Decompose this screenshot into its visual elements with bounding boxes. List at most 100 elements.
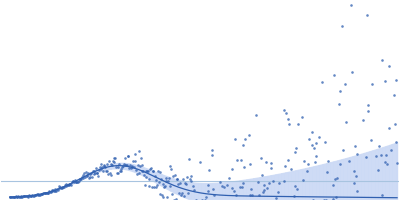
Point — [308, 144, 315, 147]
Point — [75, 180, 81, 183]
Point — [54, 188, 60, 191]
Point — [342, 83, 348, 86]
Point — [20, 195, 27, 198]
Point — [237, 186, 244, 189]
Point — [379, 193, 386, 196]
Point — [378, 59, 385, 62]
Point — [263, 160, 269, 163]
Point — [16, 195, 22, 198]
Point — [43, 191, 49, 194]
Point — [17, 195, 24, 198]
Point — [364, 13, 370, 16]
Point — [294, 122, 301, 125]
Point — [316, 135, 322, 139]
Point — [294, 187, 300, 190]
Point — [311, 146, 317, 149]
Point — [33, 194, 39, 197]
Point — [132, 159, 139, 162]
Point — [232, 138, 238, 141]
Point — [23, 195, 29, 198]
Point — [72, 181, 79, 184]
Point — [211, 194, 217, 197]
Point — [219, 184, 226, 188]
Point — [71, 180, 77, 183]
Point — [90, 172, 97, 175]
Point — [120, 163, 127, 166]
Point — [239, 144, 246, 147]
Point — [128, 164, 135, 168]
Point — [234, 159, 240, 162]
Point — [92, 171, 98, 174]
Point — [114, 171, 120, 174]
Point — [27, 194, 33, 198]
Point — [117, 170, 123, 173]
Point — [392, 122, 398, 125]
Point — [112, 156, 118, 159]
Point — [116, 162, 122, 165]
Point — [288, 167, 294, 170]
Point — [298, 116, 305, 119]
Point — [100, 164, 107, 167]
Point — [255, 180, 261, 184]
Point — [186, 157, 192, 160]
Point — [206, 169, 212, 172]
Point — [125, 154, 132, 157]
Point — [61, 185, 67, 188]
Point — [104, 170, 110, 173]
Point — [374, 169, 381, 172]
Point — [151, 185, 157, 188]
Point — [330, 183, 337, 187]
Point — [392, 78, 399, 81]
Point — [50, 188, 56, 192]
Point — [58, 186, 64, 189]
Point — [330, 197, 336, 200]
Point — [229, 167, 236, 170]
Point — [34, 193, 41, 196]
Point — [157, 170, 164, 173]
Point — [177, 181, 184, 184]
Point — [22, 195, 28, 198]
Point — [32, 193, 38, 197]
Point — [199, 199, 206, 200]
Point — [231, 190, 237, 193]
Point — [173, 177, 180, 180]
Point — [38, 193, 45, 196]
Point — [164, 196, 170, 199]
Point — [291, 194, 297, 197]
Point — [240, 182, 246, 185]
Point — [146, 177, 153, 181]
Point — [139, 169, 146, 172]
Point — [126, 166, 132, 170]
Point — [276, 182, 282, 185]
Point — [88, 172, 94, 175]
Point — [86, 177, 92, 180]
Point — [322, 198, 329, 200]
Point — [221, 186, 227, 189]
Point — [124, 154, 131, 157]
Point — [155, 170, 161, 173]
Point — [91, 169, 98, 173]
Point — [368, 138, 375, 141]
Point — [62, 183, 68, 186]
Point — [44, 192, 51, 195]
Point — [98, 167, 104, 171]
Point — [153, 186, 160, 189]
Point — [190, 189, 197, 192]
Point — [148, 167, 154, 170]
Point — [313, 154, 320, 158]
Point — [25, 195, 32, 198]
Point — [6, 195, 13, 199]
Point — [9, 195, 15, 198]
Point — [119, 166, 126, 169]
Point — [369, 82, 376, 85]
Point — [68, 183, 74, 186]
Point — [142, 170, 149, 173]
Point — [137, 164, 143, 167]
Point — [205, 190, 212, 193]
Point — [384, 163, 390, 166]
Point — [204, 184, 211, 187]
Point — [339, 24, 345, 27]
Point — [142, 183, 148, 186]
Point — [365, 104, 372, 107]
Point — [309, 131, 316, 134]
